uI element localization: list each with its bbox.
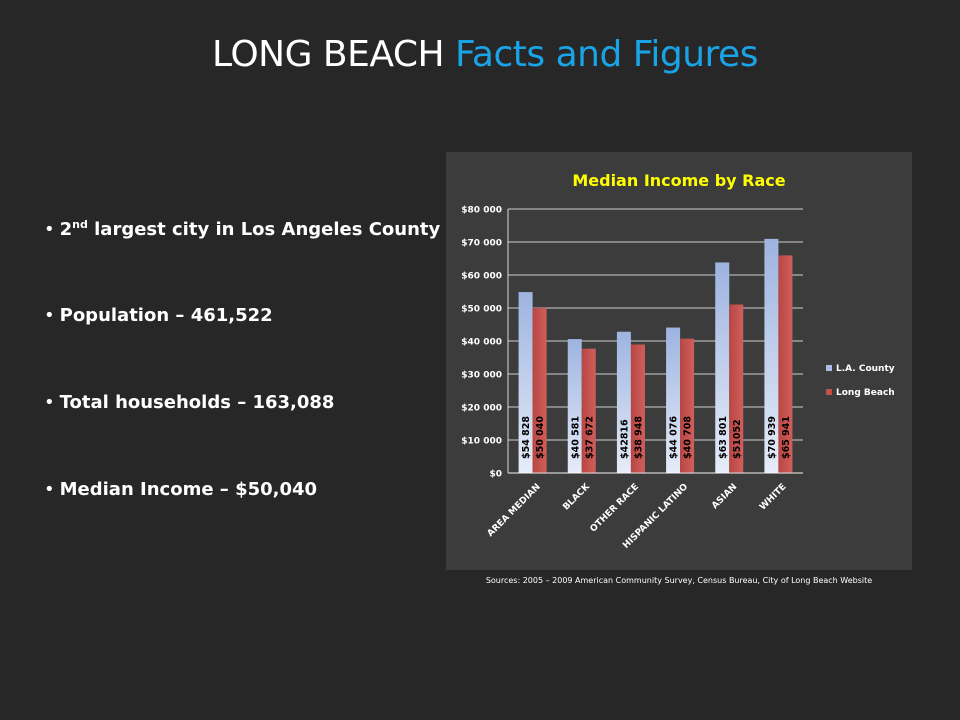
title-main: LONG BEACH xyxy=(212,34,445,75)
data-label: $65 941 xyxy=(781,416,792,459)
bar-la-county xyxy=(666,327,681,473)
fact-item-households: • Total households – 163,088 xyxy=(44,392,334,413)
data-label: $40 581 xyxy=(570,416,581,459)
data-label: $70 939 xyxy=(767,416,778,459)
legend-swatch-la-county xyxy=(826,365,832,371)
bullet-dot-icon: • xyxy=(44,392,55,413)
data-label: $51052 xyxy=(732,419,743,459)
bullet-dot-icon: • xyxy=(44,479,55,500)
x-category-label: AREA MEDIAN xyxy=(486,482,543,539)
bullet-dot-icon: • xyxy=(44,219,55,240)
x-category-label: BLACK xyxy=(561,481,592,512)
data-label: $63 801 xyxy=(718,416,729,459)
data-label: $38 948 xyxy=(633,416,644,459)
data-label: $54 828 xyxy=(521,416,532,459)
y-tick-label: $20 000 xyxy=(461,404,502,414)
income-chart-panel: Median Income by Race $0 $10 000 $20 000 $3… xyxy=(446,152,912,570)
y-tick-label: $0 xyxy=(489,470,502,480)
y-tick-label: $60 000 xyxy=(461,272,502,282)
data-label: $40 708 xyxy=(683,416,694,459)
fact-median-income-text: Median Income – $50,040 xyxy=(59,479,318,500)
data-label: $44 076 xyxy=(669,416,680,459)
fact-households-text: Total households – 163,088 xyxy=(59,392,335,413)
bar-long-beach xyxy=(581,348,596,473)
fact-rank-text: largest city in Los Angeles County xyxy=(87,219,441,240)
bar-la-county xyxy=(616,331,631,473)
fact-item-population: • Population – 461,522 xyxy=(44,305,273,326)
y-tick-label: $30 000 xyxy=(461,371,502,381)
data-label: $50 040 xyxy=(535,416,546,459)
bar-la-county xyxy=(715,262,730,473)
chart-title: Median Income by Race xyxy=(572,171,785,190)
y-tick-label: $80 000 xyxy=(461,206,502,216)
sources-note: Sources: 2005 – 2009 American Community … xyxy=(485,576,873,585)
fact-item-rank: • 2nd largest city in Los Angeles County xyxy=(44,218,440,240)
legend-label-long-beach: Long Beach xyxy=(836,388,895,398)
bar-long-beach xyxy=(729,304,744,473)
bar-la-county xyxy=(567,339,582,473)
fact-rank-number: 2 xyxy=(59,219,73,240)
bar-long-beach xyxy=(630,344,645,473)
legend-label-la-county: L.A. County xyxy=(836,364,895,374)
bar-long-beach xyxy=(680,338,695,473)
data-label: $37 672 xyxy=(584,416,595,459)
x-category-label: OTHER RACE xyxy=(589,482,641,534)
x-category-label: WHITE xyxy=(758,482,788,512)
fact-rank-suffix: nd xyxy=(72,218,88,231)
bar-long-beach xyxy=(532,307,547,473)
slide-title: LONG BEACH Facts and Figures xyxy=(0,34,960,75)
y-tick-label: $50 000 xyxy=(461,305,502,315)
y-tick-label: $10 000 xyxy=(461,437,502,447)
bullet-dot-icon: • xyxy=(44,305,55,326)
income-bar-chart: Median Income by Race $0 $10 000 $20 000 $3… xyxy=(461,171,895,551)
bar-la-county xyxy=(518,292,533,473)
x-category-label: ASIAN xyxy=(710,482,739,511)
y-tick-label: $70 000 xyxy=(461,239,502,249)
title-accent: Facts and Figures xyxy=(455,34,758,75)
legend-swatch-long-beach xyxy=(826,389,832,395)
data-label: $42816 xyxy=(619,419,630,459)
fact-item-median-income: • Median Income – $50,040 xyxy=(44,479,317,500)
bar-long-beach xyxy=(778,255,793,473)
bar-la-county xyxy=(764,238,779,473)
fact-population-text: Population – 461,522 xyxy=(59,305,273,326)
y-tick-label: $40 000 xyxy=(461,338,502,348)
